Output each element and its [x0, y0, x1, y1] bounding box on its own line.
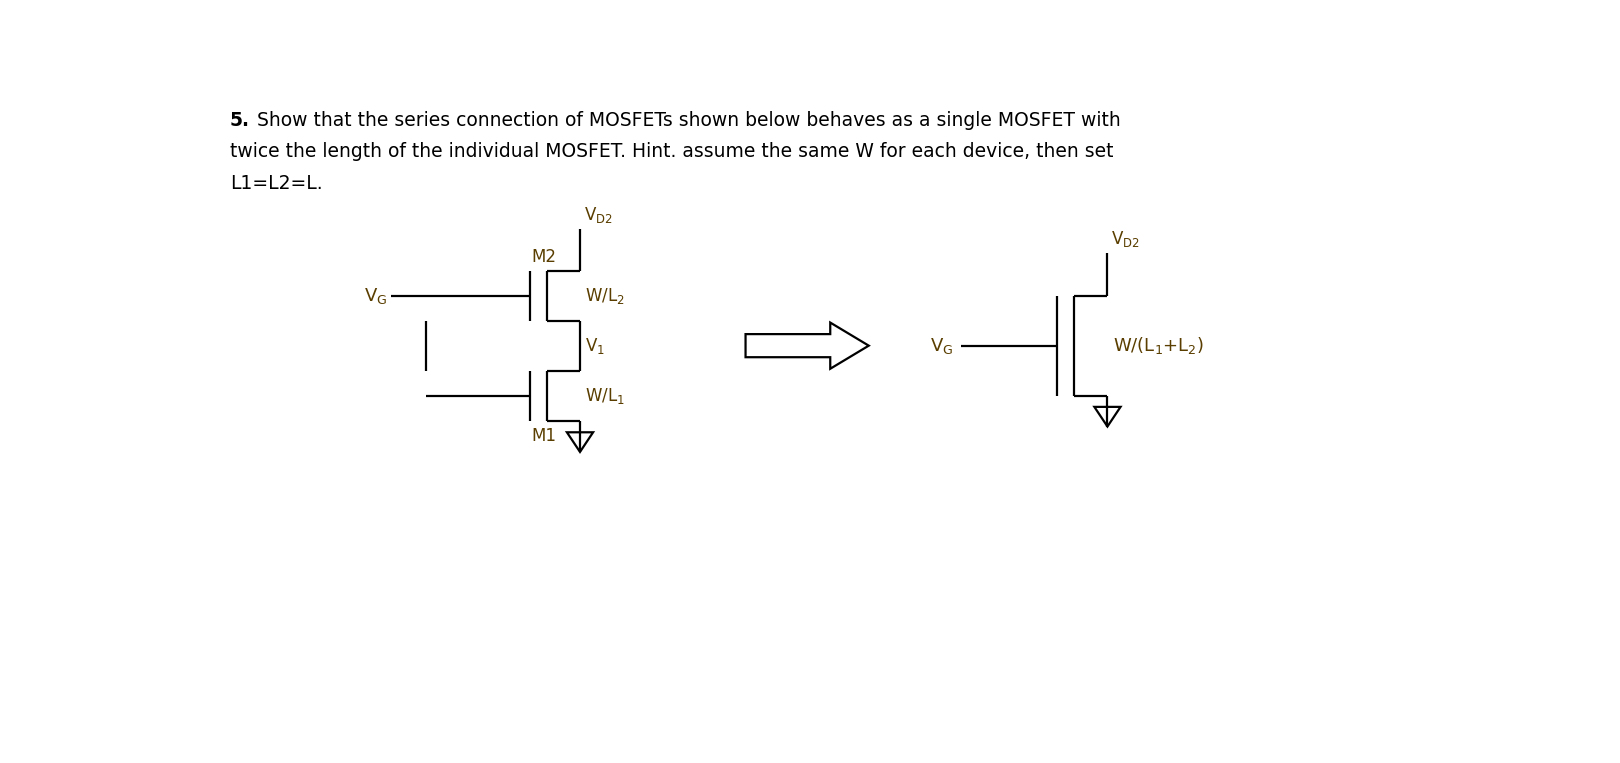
Text: M2: M2	[531, 247, 557, 266]
Text: W/L$_{\mathregular{2}}$: W/L$_{\mathregular{2}}$	[585, 286, 625, 306]
Text: W/(L$_{\mathregular{1}}$+L$_{\mathregular{2}}$): W/(L$_{\mathregular{1}}$+L$_{\mathregula…	[1113, 335, 1204, 356]
Text: V$_{\mathregular{1}}$: V$_{\mathregular{1}}$	[585, 336, 606, 356]
Text: L1=L2=L.: L1=L2=L.	[230, 174, 322, 193]
Text: Show that the series connection of MOSFETs shown below behaves as a single MOSFE: Show that the series connection of MOSFE…	[251, 111, 1121, 130]
Text: V$_{\mathregular{G}}$: V$_{\mathregular{G}}$	[930, 336, 954, 356]
Text: V$_{\mathregular{D2}}$: V$_{\mathregular{D2}}$	[583, 204, 612, 225]
Text: W/L$_{\mathregular{1}}$: W/L$_{\mathregular{1}}$	[585, 386, 625, 406]
Text: V$_{\mathregular{G}}$: V$_{\mathregular{G}}$	[364, 286, 387, 306]
Text: twice the length of the individual MOSFET. Hint. assume the same W for each devi: twice the length of the individual MOSFE…	[230, 143, 1113, 162]
Text: M1: M1	[531, 427, 557, 445]
Polygon shape	[745, 323, 868, 369]
Text: V$_{\mathregular{D2}}$: V$_{\mathregular{D2}}$	[1111, 230, 1140, 250]
Text: 5.: 5.	[230, 111, 249, 130]
